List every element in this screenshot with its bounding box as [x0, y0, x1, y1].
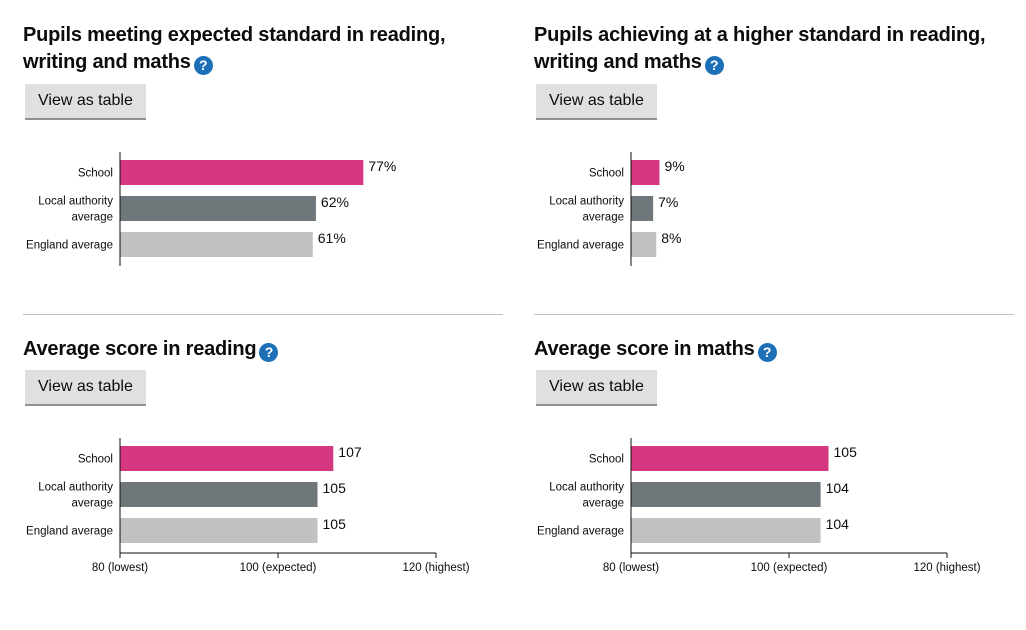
value-label: 105 [323, 480, 347, 496]
help-icon[interactable]: ? [193, 56, 213, 75]
chart-title: Pupils achieving at a higher standard in… [534, 24, 986, 73]
chart-panel-maths-score: Average score in maths? View as table Sc… [534, 336, 1014, 574]
x-tick-label: 100 (expected) [240, 562, 317, 574]
x-tick-label: 120 (highest) [913, 562, 980, 574]
x-tick-label: 80 (lowest) [92, 562, 148, 574]
bar-chart: School Local authority average England aver… [537, 152, 685, 266]
category-label: England average [26, 240, 113, 252]
help-icon[interactable]: ? [704, 56, 724, 75]
x-tick-label: 120 (highest) [402, 562, 469, 574]
category-label: Local authority average [549, 482, 624, 510]
category-label: School [589, 168, 624, 180]
chart-title: Pupils meeting expected standard in read… [23, 24, 446, 73]
bar-school [631, 446, 829, 471]
chart-title: Average score in maths [534, 338, 755, 360]
category-label: England average [537, 526, 624, 538]
category-label: School [78, 454, 113, 466]
value-label: 9% [664, 158, 684, 174]
value-label: 105 [323, 516, 347, 532]
value-label: 61% [318, 230, 346, 246]
bar-chart: School Local authority average England aver… [537, 438, 981, 574]
value-label: 104 [826, 516, 850, 532]
bar-local-authority [120, 196, 316, 221]
category-label: Local authority average [38, 196, 113, 224]
category-label: School [589, 454, 624, 466]
bar-england [631, 232, 657, 257]
bar-chart: School Local authority average England aver… [26, 438, 470, 574]
bar-chart: School Local authority average England aver… [26, 152, 396, 266]
bar-school [120, 160, 364, 185]
category-label: School [78, 168, 113, 180]
help-icon[interactable]: ? [259, 343, 279, 362]
chart-title: Average score in reading [23, 338, 257, 360]
bar-local-authority [631, 482, 821, 507]
category-label: England average [537, 240, 624, 252]
bar-local-authority [631, 196, 654, 221]
value-label: 77% [368, 158, 396, 174]
bar-local-authority [120, 482, 318, 507]
value-label: 8% [661, 230, 681, 246]
view-as-table-button[interactable]: View as table [536, 84, 657, 120]
value-label: 105 [834, 444, 858, 460]
help-icon[interactable]: ? [757, 343, 777, 362]
category-label: Local authority average [38, 482, 113, 510]
category-label: England average [26, 526, 113, 538]
chart-panel-reading-score: Average score in reading? View as table … [23, 336, 503, 574]
section-divider [534, 314, 1014, 315]
bar-england [120, 232, 313, 257]
view-as-table-button[interactable]: View as table [25, 370, 146, 406]
view-as-table-button[interactable]: View as table [536, 370, 657, 406]
value-label: 7% [658, 194, 678, 210]
bar-school [631, 160, 660, 185]
bar-school [120, 446, 334, 471]
value-label: 104 [826, 480, 850, 496]
x-tick-label: 80 (lowest) [603, 562, 659, 574]
value-label: 62% [321, 194, 349, 210]
chart-panel-higher-standard: Pupils achieving at a higher standard in… [534, 22, 1014, 266]
x-tick-label: 100 (expected) [751, 562, 828, 574]
category-label: Local authority average [549, 196, 624, 224]
bar-england [631, 518, 821, 543]
chart-panel-expected-standard: Pupils meeting expected standard in read… [23, 22, 503, 266]
section-divider [23, 314, 503, 315]
bar-england [120, 518, 318, 543]
view-as-table-button[interactable]: View as table [25, 84, 146, 120]
value-label: 107 [338, 444, 362, 460]
